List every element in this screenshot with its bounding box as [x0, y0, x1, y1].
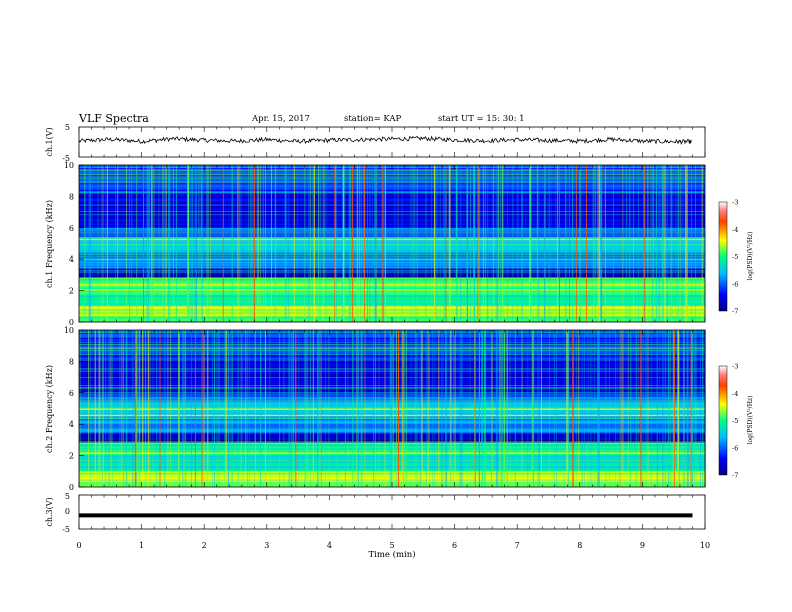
ch1-colorbar	[718, 201, 728, 312]
ch1-colorbar-tick: -3	[732, 199, 738, 207]
x-tick-label: 4	[327, 541, 332, 550]
ch2-colorbar-tick: -7	[732, 472, 738, 480]
ch2-colorbar-tick: -4	[732, 390, 738, 398]
x-axis-label: Time (min)	[368, 549, 415, 560]
x-tick-label: 10	[700, 541, 710, 550]
ch1-freq-ytick: 2	[69, 287, 74, 296]
ch1-freq-ytick: 6	[69, 224, 74, 233]
ch2-colorbar-tick: -6	[732, 444, 738, 452]
x-tick-label: 7	[515, 541, 520, 550]
x-tick-label: 9	[640, 541, 645, 550]
x-tick-label: 1	[139, 541, 144, 550]
x-tick-label: 2	[202, 541, 207, 550]
ch1-waveform-panel: 5 -5 ch.1(V)	[45, 123, 706, 163]
ch3-waveform-panel: 5 0 -5 ch.3(V)	[45, 492, 706, 534]
ch2-freq-ytick: 2	[69, 452, 74, 461]
ch1-freq-ylabel: ch.1 Frequency (kHz)	[45, 200, 54, 288]
x-tick-label: 0	[76, 541, 81, 550]
ch1-waveform-line	[78, 135, 693, 146]
x-tick-label: 5	[389, 541, 394, 550]
ch1-ylabel: ch.1(V)	[45, 127, 54, 156]
ch1-freq-ytick: 0	[69, 318, 74, 327]
ch2-colorbar-tick: -5	[732, 417, 738, 425]
start-time-label: start UT = 15: 30: 1	[438, 114, 525, 124]
x-axis-tick-labels: 0 1 2 3 4 5 6 7 8 9 10	[76, 541, 710, 550]
chart-title: VLF Spectra	[79, 112, 149, 125]
ch2-freq-ytick: 8	[69, 357, 74, 366]
ch1-freq-ytick: 10	[64, 161, 74, 170]
ch2-colorbar-tick: -3	[732, 363, 738, 371]
x-tick-label: 8	[577, 541, 582, 550]
ch1-ytick-top: 5	[65, 123, 70, 132]
ch1-freq-ytick: 8	[69, 192, 74, 201]
ch2-freq-ytick: 0	[69, 483, 74, 492]
ch1-colorbar-label: log(PSD)(V²/Hz)	[747, 232, 754, 281]
ch3-ytick-top: 5	[65, 492, 70, 501]
x-tick-label: 3	[264, 541, 269, 550]
ch2-freq-ytick: 4	[69, 420, 74, 429]
ch3-ytick-bottom: -5	[62, 525, 70, 534]
ch1-colorbar-tick: -7	[732, 308, 738, 316]
ch1-colorbar-tick: -5	[732, 253, 738, 261]
ch2-colorbar	[718, 365, 728, 476]
ch2-freq-ytick: 6	[69, 389, 74, 398]
x-tick-label: 6	[452, 541, 457, 550]
station-label: station= KAP	[344, 114, 402, 124]
ch2-spectrogram	[79, 330, 706, 488]
ch2-freq-ytick: 10	[64, 326, 74, 335]
ch1-ytick-bottom: -5	[62, 154, 70, 163]
ch3-ytick-middle: 0	[65, 507, 70, 516]
ch1-spectrogram	[79, 165, 705, 323]
ch1-colorbar-tick: -6	[732, 280, 738, 288]
ch3-ylabel: ch.3(V)	[45, 497, 54, 526]
ch1-colorbar-tick: -4	[732, 226, 738, 234]
ch1-freq-ytick: 4	[69, 255, 74, 264]
ch2-freq-ylabel: ch.2 Frequency (kHz)	[45, 365, 54, 453]
date-label: Apr. 15, 2017	[252, 114, 310, 124]
ch2-colorbar-label: log(PSD)(V²/Hz)	[747, 396, 754, 445]
